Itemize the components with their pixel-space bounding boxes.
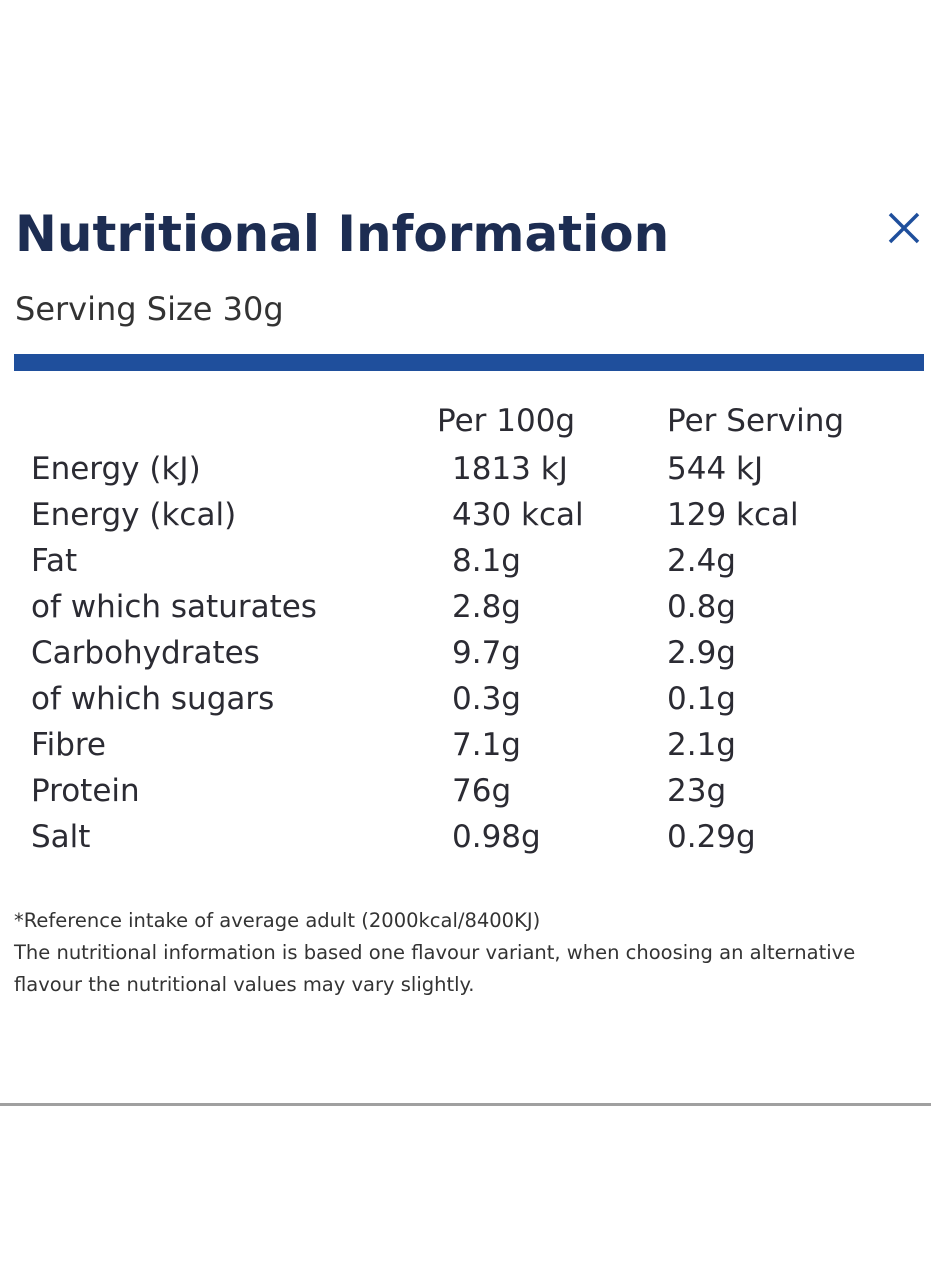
nutrient: Carbohydrates: [31, 635, 260, 671]
blank: [24, 396, 437, 446]
row: of which sugars 0.3g 0.1g: [24, 676, 844, 722]
value: 0.29g: [667, 819, 756, 855]
value: 1813 kJ: [452, 451, 568, 487]
value: 2.1g: [667, 727, 736, 763]
row: Protein 76g 23g: [24, 768, 844, 814]
nutrient: Fibre: [31, 727, 107, 763]
row: Salt 0.98g 0.29g: [24, 814, 844, 860]
close-button[interactable]: [884, 208, 924, 248]
divider-bar: [14, 354, 924, 371]
nutrient: Energy (kJ): [31, 451, 201, 487]
value: 2.8g: [452, 589, 521, 625]
nutrient: Salt: [31, 819, 91, 855]
nutrient: of which sugars: [31, 681, 275, 717]
value: 544 kJ: [667, 451, 764, 487]
column-header: Per Serving: [667, 403, 845, 439]
row: Energy (kcal) 430 kcal 129 kcal: [24, 492, 844, 538]
nutrient: Fat: [31, 543, 78, 579]
value: 0.1g: [667, 681, 736, 717]
value: 8.1g: [452, 543, 521, 579]
value: 430 kcal: [452, 497, 584, 533]
nutrition-table: Per 100g Per Serving Energy (kJ) 1813 kJ 54…: [24, 396, 844, 860]
row: Fat 8.1g 2.4g: [24, 538, 844, 584]
nutrient: Protein: [31, 773, 140, 809]
value: 23g: [667, 773, 727, 809]
row: Fibre 7.1g 2.1g: [24, 722, 844, 768]
nutrient: of which saturates: [31, 589, 317, 625]
value: 2.4g: [667, 543, 736, 579]
divider: [0, 1103, 931, 1106]
column-header: Per 100g: [437, 403, 576, 439]
serving-size: Serving Size 30g: [15, 290, 284, 328]
value: 9.7g: [452, 635, 521, 671]
value: 76g: [452, 773, 512, 809]
value: 0.8g: [667, 589, 736, 625]
title: Nutritional Information: [15, 205, 670, 263]
note: *Reference intake of average adult (2000…: [14, 909, 541, 932]
value: 129 kcal: [667, 497, 799, 533]
value: 7.1g: [452, 727, 521, 763]
note: The nutritional information is based one…: [14, 941, 856, 996]
row: Carbohydrates 9.7g 2.9g: [24, 630, 844, 676]
nutrient: Energy (kcal): [31, 497, 237, 533]
value: 2.9g: [667, 635, 736, 671]
row: of which saturates 2.8g 0.8g: [24, 584, 844, 630]
value: 0.98g: [452, 819, 541, 855]
value: 0.3g: [452, 681, 521, 717]
header-row: Per 100g Per Serving: [24, 396, 844, 446]
notes: *Reference intake of average adult (2000…: [14, 905, 914, 1001]
row: Energy (kJ) 1813 kJ 544 kJ: [24, 446, 844, 492]
